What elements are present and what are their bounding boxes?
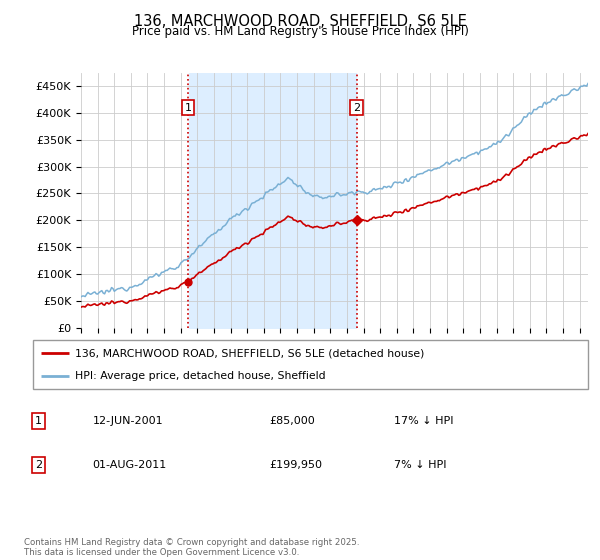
- FancyBboxPatch shape: [33, 340, 588, 389]
- Text: 2: 2: [353, 102, 360, 113]
- Text: Price paid vs. HM Land Registry's House Price Index (HPI): Price paid vs. HM Land Registry's House …: [131, 25, 469, 38]
- Text: 7% ↓ HPI: 7% ↓ HPI: [395, 460, 447, 470]
- Text: £85,000: £85,000: [269, 416, 315, 426]
- Text: 01-AUG-2011: 01-AUG-2011: [92, 460, 167, 470]
- Text: £199,950: £199,950: [269, 460, 322, 470]
- Text: Contains HM Land Registry data © Crown copyright and database right 2025.
This d: Contains HM Land Registry data © Crown c…: [24, 538, 359, 557]
- Text: 1: 1: [35, 416, 42, 426]
- Text: 136, MARCHWOOD ROAD, SHEFFIELD, S6 5LE: 136, MARCHWOOD ROAD, SHEFFIELD, S6 5LE: [134, 14, 466, 29]
- Text: 2: 2: [35, 460, 42, 470]
- Text: 136, MARCHWOOD ROAD, SHEFFIELD, S6 5LE (detached house): 136, MARCHWOOD ROAD, SHEFFIELD, S6 5LE (…: [74, 348, 424, 358]
- Text: 1: 1: [185, 102, 192, 113]
- Text: HPI: Average price, detached house, Sheffield: HPI: Average price, detached house, Shef…: [74, 371, 325, 381]
- Text: 12-JUN-2001: 12-JUN-2001: [92, 416, 163, 426]
- Text: 17% ↓ HPI: 17% ↓ HPI: [395, 416, 454, 426]
